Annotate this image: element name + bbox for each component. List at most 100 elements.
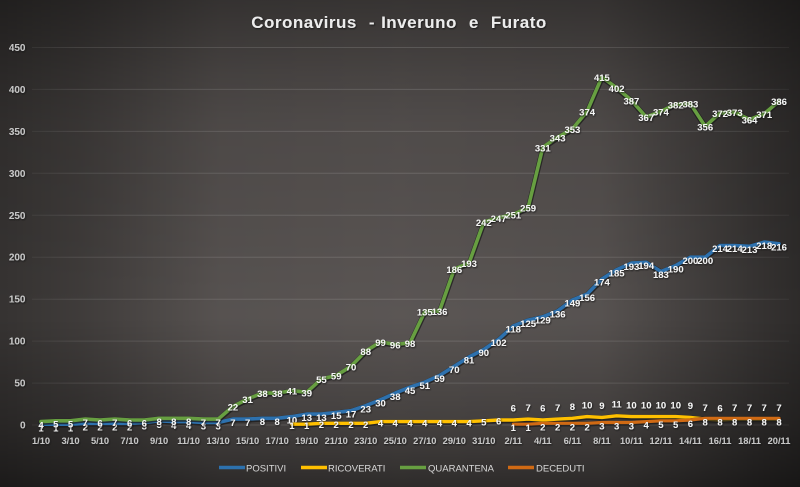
svg-text:5: 5 [658,420,664,431]
svg-text:1: 1 [525,423,531,434]
svg-text:382: 382 [668,101,684,112]
svg-text:356: 356 [697,122,713,133]
svg-text:16/11: 16/11 [709,436,732,446]
svg-text:7: 7 [555,403,560,414]
svg-text:17: 17 [346,409,357,420]
svg-text:38: 38 [272,389,283,400]
svg-text:387: 387 [623,96,639,107]
svg-text:6: 6 [496,417,501,428]
svg-text:29/10: 29/10 [443,436,466,446]
svg-text:190: 190 [668,264,684,275]
svg-text:7: 7 [201,418,206,429]
svg-text:7: 7 [230,418,235,429]
svg-text:4: 4 [437,418,443,429]
svg-text:7: 7 [83,418,88,429]
svg-text:4: 4 [466,418,472,429]
svg-text:7: 7 [525,403,530,414]
svg-text:4: 4 [378,418,384,429]
svg-text:5/10: 5/10 [91,436,109,446]
svg-text:1/10: 1/10 [32,436,50,446]
svg-text:12/11: 12/11 [650,436,673,446]
svg-text:194: 194 [638,261,655,272]
svg-text:6: 6 [142,419,147,430]
svg-text:51: 51 [420,381,431,392]
svg-text:9: 9 [688,401,693,412]
svg-text:8: 8 [156,417,161,428]
svg-text:9: 9 [599,401,604,412]
svg-text:22: 22 [228,403,239,414]
svg-text:247: 247 [491,214,507,225]
svg-text:5: 5 [53,420,59,431]
svg-text:6: 6 [717,404,722,415]
svg-text:45: 45 [405,386,416,397]
svg-text:5: 5 [68,420,74,431]
svg-text:Coronavirus - Inveruno e Fu: Coronavirus - Inveruno e Furato [251,13,547,32]
svg-text:59: 59 [331,372,342,383]
svg-text:4: 4 [644,421,650,432]
svg-text:6: 6 [127,419,132,430]
svg-text:99: 99 [375,338,386,349]
svg-text:13: 13 [301,413,312,424]
svg-text:350: 350 [9,127,26,138]
svg-text:186: 186 [446,265,462,276]
svg-text:2: 2 [97,423,102,434]
svg-text:200: 200 [9,253,26,264]
svg-text:450: 450 [9,43,26,54]
svg-text:343: 343 [550,133,566,144]
svg-text:125: 125 [520,319,537,330]
svg-text:4: 4 [407,418,413,429]
svg-text:218: 218 [756,241,772,252]
svg-text:374: 374 [579,107,596,118]
svg-text:415: 415 [594,73,611,84]
svg-text:10: 10 [670,400,681,411]
svg-text:373: 373 [727,108,743,119]
svg-text:3: 3 [215,422,220,433]
svg-text:31/10: 31/10 [472,436,495,446]
svg-text:70: 70 [346,362,357,373]
svg-text:3: 3 [201,422,206,433]
svg-text:136: 136 [432,307,448,318]
svg-text:371: 371 [756,110,773,121]
svg-text:4: 4 [186,421,192,432]
svg-text:7: 7 [747,403,752,414]
svg-text:15: 15 [331,411,342,422]
svg-text:8/11: 8/11 [593,436,611,446]
svg-text:2: 2 [570,422,575,433]
svg-text:8: 8 [570,402,575,413]
svg-text:386: 386 [771,97,787,108]
svg-text:1: 1 [68,423,74,434]
svg-text:214: 214 [727,244,744,255]
svg-text:7: 7 [245,418,250,429]
svg-text:88: 88 [360,347,371,358]
svg-text:6/11: 6/11 [564,436,582,446]
svg-text:10: 10 [656,400,667,411]
svg-text:8: 8 [260,417,265,428]
svg-text:242: 242 [476,218,492,229]
svg-text:5: 5 [673,420,679,431]
svg-text:5: 5 [481,418,487,429]
svg-text:21/10: 21/10 [325,436,348,446]
svg-text:38: 38 [390,392,401,403]
svg-text:2: 2 [334,420,339,431]
svg-text:383: 383 [682,100,698,111]
svg-text:14/11: 14/11 [679,436,702,446]
svg-text:59: 59 [434,374,445,385]
svg-text:259: 259 [520,204,536,215]
svg-text:193: 193 [623,262,639,273]
svg-text:25/10: 25/10 [384,436,407,446]
svg-text:216: 216 [771,243,787,254]
svg-text:90: 90 [479,348,490,359]
svg-text:98: 98 [405,339,416,350]
svg-text:149: 149 [564,299,580,310]
svg-text:136: 136 [550,310,566,321]
svg-text:13/10: 13/10 [206,436,229,446]
svg-text:8: 8 [747,417,752,428]
svg-text:13: 13 [316,413,327,424]
svg-text:183: 183 [653,270,669,281]
svg-text:55: 55 [316,375,327,386]
svg-text:6: 6 [97,419,102,430]
svg-text:5: 5 [156,420,162,431]
svg-text:400: 400 [9,85,26,96]
svg-text:10: 10 [287,415,298,426]
svg-text:1: 1 [53,423,59,434]
